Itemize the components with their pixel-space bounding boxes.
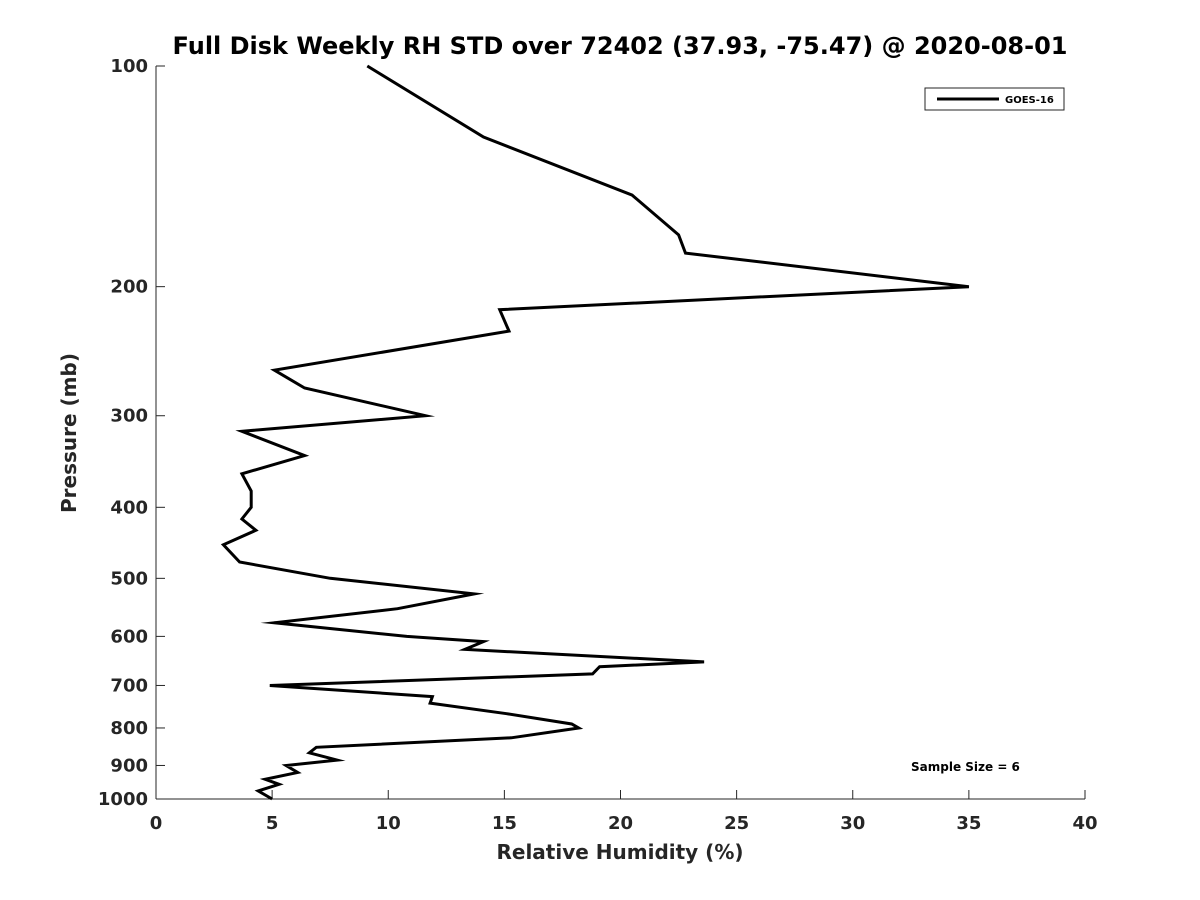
axes: 0 5 10 15 20 25 30 35 40 100 200 300 400 500 600 700 800… bbox=[98, 56, 1098, 834]
y-axis-label: Pressure (mb) bbox=[57, 353, 81, 513]
x-tick-label: 0 bbox=[150, 813, 163, 834]
x-tick-label: 25 bbox=[724, 813, 749, 834]
chart-title: Full Disk Weekly RH STD over 72402 (37.9… bbox=[173, 32, 1068, 60]
sample-size-annotation: Sample Size = 6 bbox=[911, 760, 1020, 774]
y-tick-label: 700 bbox=[110, 675, 148, 696]
x-tick-label: 15 bbox=[492, 813, 517, 834]
y-tick-label: 200 bbox=[110, 277, 148, 298]
x-tick-label: 5 bbox=[266, 813, 279, 834]
y-tick-label: 100 bbox=[110, 56, 148, 77]
x-tick-label: 20 bbox=[608, 813, 633, 834]
x-tick-label: 10 bbox=[376, 813, 401, 834]
legend-label: GOES-16 bbox=[1005, 95, 1054, 106]
y-tick-label: 500 bbox=[110, 568, 148, 589]
y-tick-label: 300 bbox=[110, 406, 148, 427]
plot-area bbox=[220, 64, 970, 801]
x-axis-label: Relative Humidity (%) bbox=[496, 840, 743, 864]
y-tick-label: 400 bbox=[110, 497, 148, 518]
y-tick-label: 900 bbox=[110, 755, 148, 776]
x-tick-label: 30 bbox=[840, 813, 865, 834]
y-tick-label: 1000 bbox=[98, 789, 148, 810]
y-tick-label: 800 bbox=[110, 718, 148, 739]
y-tick-label: 600 bbox=[110, 626, 148, 647]
legend: GOES-16 bbox=[924, 87, 1065, 111]
x-tick-label: 35 bbox=[956, 813, 981, 834]
x-tick-label: 40 bbox=[1072, 813, 1097, 834]
series-line-goes-16 bbox=[220, 64, 970, 801]
